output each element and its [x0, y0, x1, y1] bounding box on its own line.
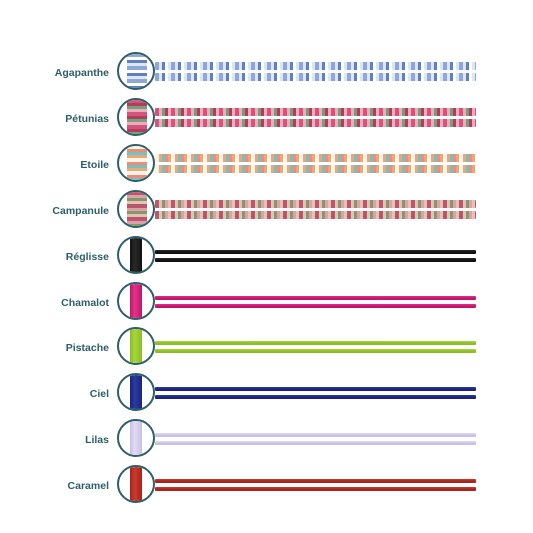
cord-strand-2 — [155, 164, 476, 173]
swatch-zoom-circle — [117, 52, 155, 90]
cord-closeup — [130, 283, 142, 318]
swatch-label: Pistache — [65, 342, 109, 355]
cord-strand-1 — [155, 433, 476, 438]
swatch-zoom-circle — [117, 143, 155, 182]
cord-closeup — [127, 191, 147, 226]
cord-strand-2 — [155, 257, 476, 262]
cord-closeup — [130, 421, 142, 456]
cord-strand-1 — [155, 107, 476, 116]
swatch-row-campanule[interactable]: Campanule — [0, 188, 533, 234]
cord-strand-1 — [155, 295, 476, 300]
cord-strand-2 — [155, 441, 476, 446]
cord-closeup — [130, 329, 142, 364]
cord-strand-1 — [155, 341, 476, 346]
cord-closeup — [127, 99, 147, 134]
cord-strand-1 — [155, 199, 476, 208]
cord-closeup — [127, 54, 147, 88]
swatch-zoom-circle — [117, 373, 155, 412]
swatch-label: Etoile — [80, 158, 109, 171]
swatch-label: Caramel — [67, 480, 109, 493]
swatch-zoom-circle — [117, 189, 155, 228]
swatch-row-etoile[interactable]: Etoile — [0, 142, 533, 188]
swatch-label: Chamalot — [61, 296, 109, 309]
swatch-label: Pétunias — [65, 112, 109, 125]
cord-strand-1 — [155, 479, 476, 484]
swatch-label: Campanule — [52, 204, 109, 217]
swatch-row-ciel[interactable]: Ciel — [0, 371, 533, 417]
swatch-row-caramel[interactable]: Caramel — [0, 463, 533, 509]
cord-strand-1 — [155, 153, 476, 162]
swatch-label: Lilas — [85, 434, 109, 447]
swatch-zoom-circle — [117, 419, 155, 458]
cord-closeup — [130, 237, 142, 272]
swatch-zoom-circle — [117, 327, 155, 366]
swatch-row-lilas[interactable]: Lilas — [0, 417, 533, 463]
cord-closeup — [130, 467, 142, 502]
cord-strand-2 — [155, 303, 476, 308]
swatch-zoom-circle — [117, 97, 155, 136]
swatch-row-pistache[interactable]: Pistache — [0, 325, 533, 371]
cord-strand-1 — [155, 62, 476, 70]
swatch-row-reglisse[interactable]: Réglisse — [0, 234, 533, 280]
swatch-label: Ciel — [89, 388, 109, 401]
cord-strand-2 — [155, 395, 476, 400]
swatch-row-petunias[interactable]: Pétunias — [0, 96, 533, 142]
swatch-label: Agapanthe — [54, 67, 109, 79]
swatch-zoom-circle — [117, 281, 155, 320]
swatch-zoom-circle — [117, 465, 155, 504]
cord-strand-2 — [155, 349, 476, 354]
cord-strand-2 — [155, 210, 476, 219]
cord-closeup — [127, 145, 147, 180]
cord-strand-2 — [155, 73, 476, 81]
swatch-row-chamalot[interactable]: Chamalot — [0, 280, 533, 326]
cord-strand-2 — [155, 118, 476, 127]
cord-strand-2 — [155, 487, 476, 492]
swatch-zoom-circle — [117, 235, 155, 274]
swatch-label: Réglisse — [65, 250, 109, 263]
cord-strand-1 — [155, 249, 476, 254]
cord-strand-1 — [155, 387, 476, 392]
cord-closeup — [130, 375, 142, 410]
swatch-row-agapanthe[interactable]: Agapanthe — [0, 50, 533, 96]
